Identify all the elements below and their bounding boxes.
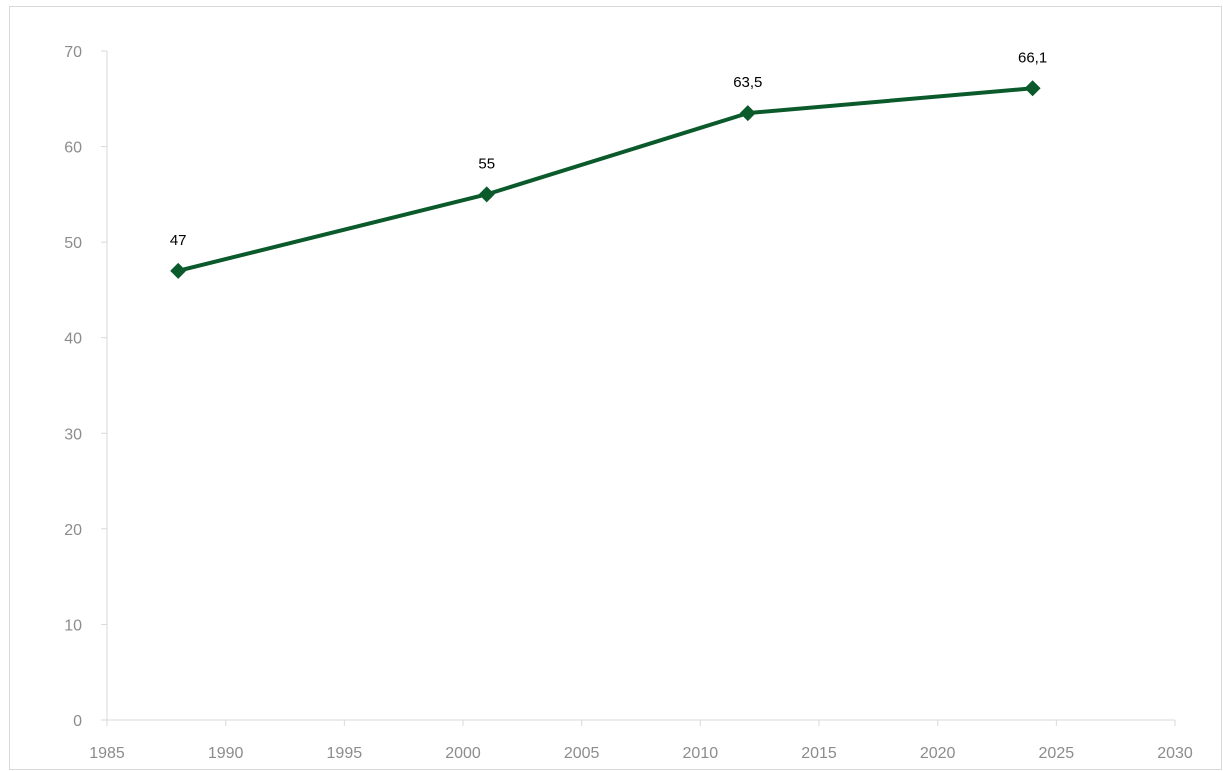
x-tick-label: 1990	[208, 745, 244, 762]
y-tick-label: 30	[64, 426, 82, 443]
y-tick-label: 50	[64, 235, 82, 252]
data-label: 63,5	[733, 74, 762, 91]
series-layer	[170, 80, 1041, 279]
data-point-marker	[1024, 80, 1041, 97]
y-tick-label: 40	[64, 331, 82, 348]
y-tick-label: 70	[64, 44, 82, 61]
x-tick-label: 1995	[327, 745, 363, 762]
data-label: 47	[170, 232, 187, 249]
y-tick-label: 0	[73, 713, 82, 730]
x-tick-label: 2030	[1157, 745, 1193, 762]
data-label: 66,1	[1018, 49, 1047, 66]
data-label: 55	[478, 155, 495, 172]
x-tick-label: 2015	[801, 745, 837, 762]
x-tick-label: 2025	[1039, 745, 1075, 762]
x-tick-label: 2000	[445, 745, 481, 762]
y-axis: 0 10 20 30 40 50 60 70	[64, 44, 108, 730]
data-labels: 47 55 63,5 66,1	[170, 49, 1047, 249]
x-tick-label: 1985	[89, 745, 125, 762]
x-tick-label: 2010	[683, 745, 719, 762]
data-point-marker	[170, 262, 187, 279]
data-point-marker	[739, 105, 756, 122]
data-point-marker	[478, 186, 495, 203]
chart-frame	[9, 6, 1222, 770]
y-tick-label: 60	[64, 140, 82, 157]
series-line	[176, 86, 1035, 273]
y-tick-label: 10	[64, 617, 82, 634]
y-tick-label: 20	[64, 522, 82, 539]
x-tick-label: 2005	[564, 745, 600, 762]
x-axis: 1985 1990 1995 2000 2005 2010 2015 2020 2025 2030	[89, 719, 1193, 762]
x-tick-label: 2020	[920, 745, 956, 762]
